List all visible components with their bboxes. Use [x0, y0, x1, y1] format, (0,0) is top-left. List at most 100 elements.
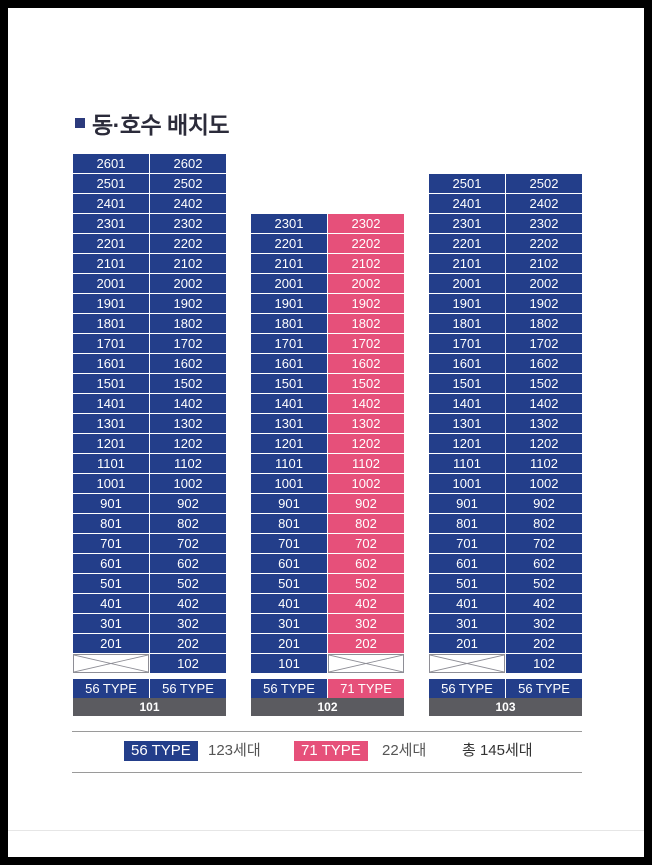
unit-cell: 601: [251, 554, 327, 573]
building-number-label: 102: [251, 698, 404, 716]
unit-cell: 1502: [150, 374, 226, 393]
unit-cell: 701: [429, 534, 505, 553]
unit-cell: 1501: [73, 374, 149, 393]
unit-cell: 2202: [506, 234, 582, 253]
unit-cell: 301: [251, 614, 327, 633]
unit-cell: 1001: [73, 474, 149, 493]
unit-cell: 2501: [73, 174, 149, 193]
unit-cell: 2101: [251, 254, 327, 273]
type-row: 56 TYPE 56 TYPE: [73, 679, 226, 698]
unit-cell: 1401: [251, 394, 327, 413]
unit-cell: 2102: [506, 254, 582, 273]
unit-cell: 2102: [150, 254, 226, 273]
unit-cell: 1902: [506, 294, 582, 313]
legend-71-badge: 71 TYPE: [294, 741, 368, 761]
unit-cell: 2402: [150, 194, 226, 213]
type-label: 56 TYPE: [506, 679, 582, 698]
unit-cell: 1901: [429, 294, 505, 313]
unit-cell: 2501: [429, 174, 505, 193]
unit-cell: 1002: [506, 474, 582, 493]
unit-cell: 1402: [506, 394, 582, 413]
unit-cell: 1902: [150, 294, 226, 313]
unit-cell: 2602: [150, 154, 226, 173]
unit-cell: 902: [328, 494, 404, 513]
unit-cell: 1101: [429, 454, 505, 473]
unit-cell: 2201: [73, 234, 149, 253]
building-103: 2501 2502 2401 2402 2301 2302 2201 2202 2101 2102…: [429, 174, 582, 716]
unit-cell: 1602: [506, 354, 582, 373]
unit-grid: 2601 2602 2501 2502 2401 2402 2301 2302 2201 2202…: [73, 154, 226, 673]
unit-cell: 1401: [429, 394, 505, 413]
unit-cell: 1202: [328, 434, 404, 453]
empty-unit-cell: [429, 654, 505, 673]
unit-cell: 1302: [328, 414, 404, 433]
unit-cell: 1101: [251, 454, 327, 473]
unit-cell: 1702: [328, 334, 404, 353]
legend-71-count: 22세대: [382, 742, 427, 759]
unit-cell: 402: [506, 594, 582, 613]
unit-cell: 2401: [429, 194, 505, 213]
unit-cell: 701: [251, 534, 327, 553]
unit-cell: 902: [506, 494, 582, 513]
unit-cell: 1001: [429, 474, 505, 493]
unit-cell: 101: [251, 654, 327, 673]
unit-cell: 701: [73, 534, 149, 553]
unit-cell: 401: [251, 594, 327, 613]
unit-cell: 2301: [251, 214, 327, 233]
unit-cell: 902: [150, 494, 226, 513]
unit-cell: 901: [251, 494, 327, 513]
unit-cell: 2102: [328, 254, 404, 273]
unit-cell: 601: [73, 554, 149, 573]
unit-cell: 402: [150, 594, 226, 613]
legend-56-count: 123세대: [208, 742, 261, 759]
unit-cell: 702: [150, 534, 226, 553]
type-label: 56 TYPE: [429, 679, 505, 698]
unit-cell: 502: [328, 574, 404, 593]
unit-cell: 1702: [506, 334, 582, 353]
unit-cell: 1301: [73, 414, 149, 433]
unit-cell: 801: [73, 514, 149, 533]
unit-cell: 102: [506, 654, 582, 673]
unit-cell: 1201: [73, 434, 149, 453]
unit-cell: 801: [251, 514, 327, 533]
unit-cell: 1502: [506, 374, 582, 393]
unit-cell: 1501: [429, 374, 505, 393]
building-101: 2601 2602 2501 2502 2401 2402 2301 2302 2201 2202…: [73, 154, 226, 716]
legend: 56 TYPE 123세대 71 TYPE 22세대 총 145세대: [72, 731, 582, 773]
unit-cell: 1202: [150, 434, 226, 453]
unit-cell: 501: [251, 574, 327, 593]
unit-cell: 2301: [73, 214, 149, 233]
unit-cell: 602: [150, 554, 226, 573]
unit-cell: 201: [73, 634, 149, 653]
unit-grid: 2301 2302 2201 2202 2101 2102 2001 2002 1901 1902…: [251, 214, 404, 673]
unit-cell: 2001: [429, 274, 505, 293]
footer-divider: [8, 830, 644, 831]
unit-cell: 602: [506, 554, 582, 573]
unit-cell: 2101: [73, 254, 149, 273]
unit-cell: 2502: [150, 174, 226, 193]
unit-cell: 702: [506, 534, 582, 553]
unit-cell: 1501: [251, 374, 327, 393]
unit-cell: 202: [150, 634, 226, 653]
unit-cell: 1302: [506, 414, 582, 433]
unit-cell: 502: [150, 574, 226, 593]
unit-cell: 1102: [328, 454, 404, 473]
unit-cell: 1902: [328, 294, 404, 313]
unit-cell: 402: [328, 594, 404, 613]
unit-cell: 1602: [150, 354, 226, 373]
unit-cell: 302: [150, 614, 226, 633]
legend-56-badge: 56 TYPE: [124, 741, 198, 761]
unit-cell: 1802: [150, 314, 226, 333]
unit-cell: 302: [328, 614, 404, 633]
type-label: 56 TYPE: [251, 679, 327, 698]
unit-cell: 1502: [328, 374, 404, 393]
unit-cell: 401: [73, 594, 149, 613]
unit-cell: 2101: [429, 254, 505, 273]
unit-cell: 1701: [73, 334, 149, 353]
unit-cell: 1701: [429, 334, 505, 353]
unit-cell: 102: [150, 654, 226, 673]
unit-cell: 1401: [73, 394, 149, 413]
unit-cell: 2202: [328, 234, 404, 253]
type-label: 56 TYPE: [150, 679, 226, 698]
unit-cell: 2302: [506, 214, 582, 233]
